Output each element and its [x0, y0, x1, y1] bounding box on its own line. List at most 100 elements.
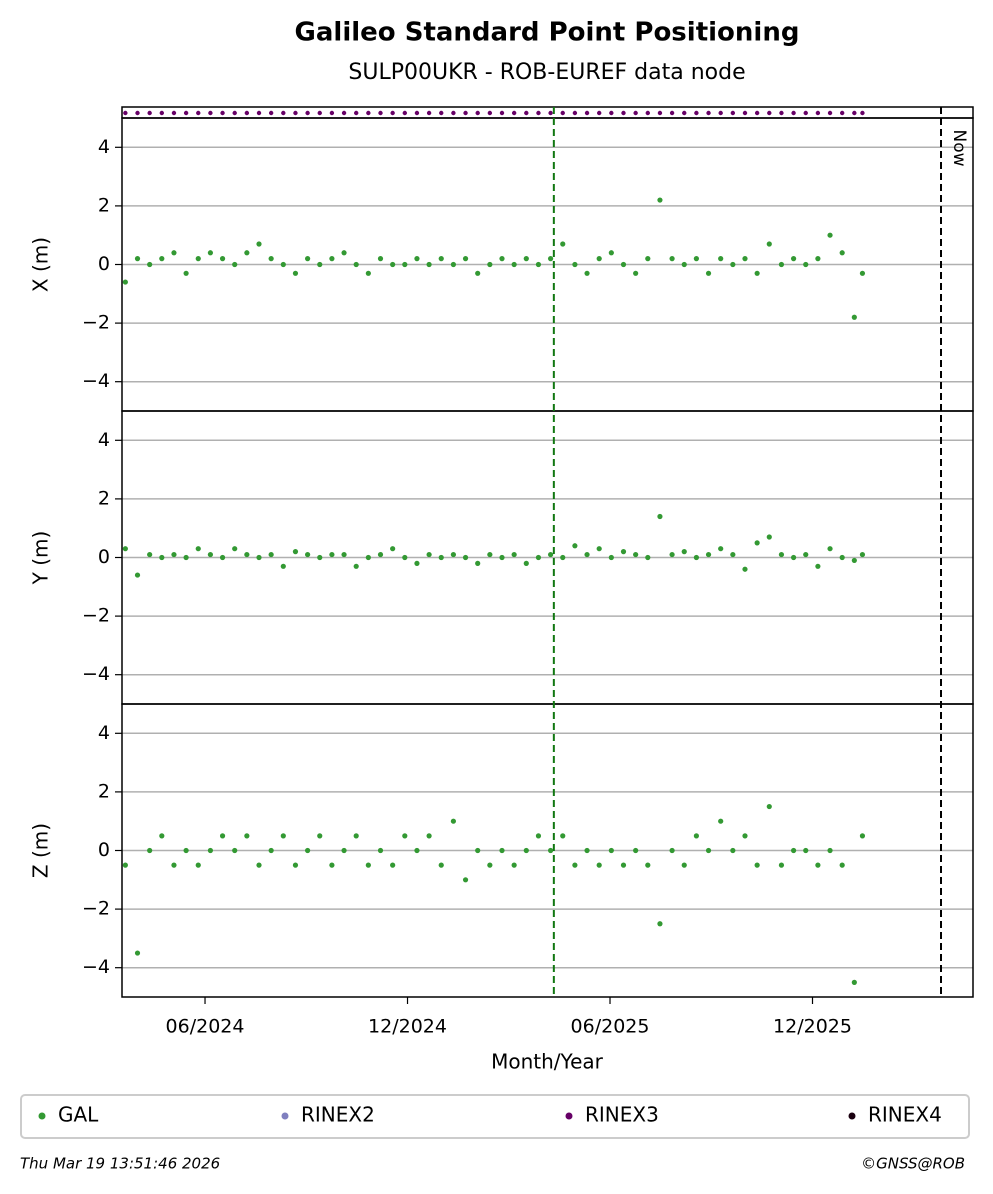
data-point: [681, 862, 687, 868]
data-point: [693, 833, 699, 839]
rinex-point: [560, 110, 565, 116]
data-point: [475, 270, 481, 276]
data-point: [219, 256, 226, 262]
rinex-point: [524, 110, 529, 116]
data-point: [317, 554, 323, 561]
data-point: [232, 261, 238, 268]
data-point: [584, 847, 590, 854]
data-point: [183, 847, 189, 854]
data-point: [693, 554, 699, 561]
data-point: [450, 261, 457, 268]
x-tick-label: 12/2024: [368, 1016, 447, 1038]
y-tick-label: 0: [98, 253, 110, 275]
rinex-point: [232, 110, 237, 116]
rinex-strip: [121, 106, 974, 119]
data-point: [511, 551, 517, 558]
data-point: [171, 250, 177, 256]
rinex-point: [329, 110, 335, 116]
x-tick-label: 12/2025: [773, 1016, 852, 1038]
rinex-point: [196, 110, 201, 116]
data-point: [620, 261, 627, 268]
x-tick-label: 06/2024: [166, 1016, 245, 1038]
legend-label: RINEX3: [585, 1103, 659, 1127]
data-point: [147, 261, 153, 268]
data-point: [414, 256, 420, 262]
data-point: [499, 256, 505, 262]
data-point: [669, 256, 675, 262]
rinex-point: [305, 110, 310, 116]
data-point: [462, 256, 469, 262]
data-point: [499, 847, 505, 854]
data-point: [329, 862, 335, 868]
data-point: [742, 256, 748, 262]
data-point: [754, 270, 760, 276]
data-point: [839, 862, 845, 868]
data-point: [815, 563, 821, 569]
data-point: [766, 803, 772, 810]
data-point: [122, 279, 128, 285]
data-point: [365, 554, 371, 561]
rinex-point: [402, 110, 408, 116]
data-point: [365, 270, 371, 276]
data-point: [584, 270, 590, 276]
rinex-point: [366, 110, 371, 116]
data-point: [305, 256, 311, 262]
data-point: [859, 551, 866, 558]
data-point: [414, 560, 420, 566]
data-point: [159, 554, 165, 561]
legend-box: [20, 1094, 970, 1139]
data-point: [511, 862, 517, 868]
data-point: [718, 546, 724, 552]
y-tick-label: 2: [98, 780, 110, 802]
data-point: [645, 256, 651, 262]
data-point: [839, 250, 845, 256]
y-tick-label: 4: [98, 722, 110, 744]
data-point: [730, 847, 736, 854]
rinex-point: [645, 110, 650, 116]
data-point: [195, 546, 201, 552]
data-point: [766, 241, 772, 247]
rinex-point: [256, 110, 262, 116]
y-tick-label: −4: [82, 956, 110, 978]
data-point: [134, 256, 141, 262]
data-point: [450, 818, 457, 824]
rinex-point: [487, 110, 493, 116]
data-point: [292, 549, 299, 555]
data-point: [535, 554, 542, 561]
y-tick-label: 0: [98, 839, 110, 861]
data-point: [608, 554, 614, 561]
data-point: [742, 566, 748, 572]
data-point: [462, 554, 469, 561]
data-point: [827, 847, 833, 854]
rinex-point: [860, 110, 865, 116]
data-point: [766, 534, 772, 540]
data-point: [790, 847, 797, 854]
data-point: [657, 921, 663, 927]
data-point: [475, 847, 481, 854]
rinex-point: [123, 110, 128, 116]
rinex-point: [815, 110, 821, 116]
rinex-point: [572, 110, 578, 116]
data-point: [171, 862, 177, 868]
data-point: [268, 256, 274, 262]
y-tick-label: −2: [82, 898, 110, 920]
data-point: [718, 256, 724, 262]
data-point: [377, 847, 384, 854]
data-point: [754, 540, 760, 546]
data-point: [305, 551, 311, 558]
data-point: [390, 862, 396, 868]
data-point: [620, 862, 627, 868]
data-point: [353, 563, 359, 569]
legend-marker: [281, 1112, 289, 1120]
data-point: [681, 261, 687, 268]
rinex-point: [414, 110, 420, 116]
rinex-point: [208, 110, 213, 116]
data-point: [341, 847, 347, 854]
footer-credit: ©GNSS@ROB: [861, 1155, 965, 1173]
data-point: [159, 256, 165, 262]
data-point: [268, 847, 274, 854]
data-point: [705, 270, 712, 276]
data-point: [859, 270, 866, 276]
data-point: [377, 551, 384, 558]
